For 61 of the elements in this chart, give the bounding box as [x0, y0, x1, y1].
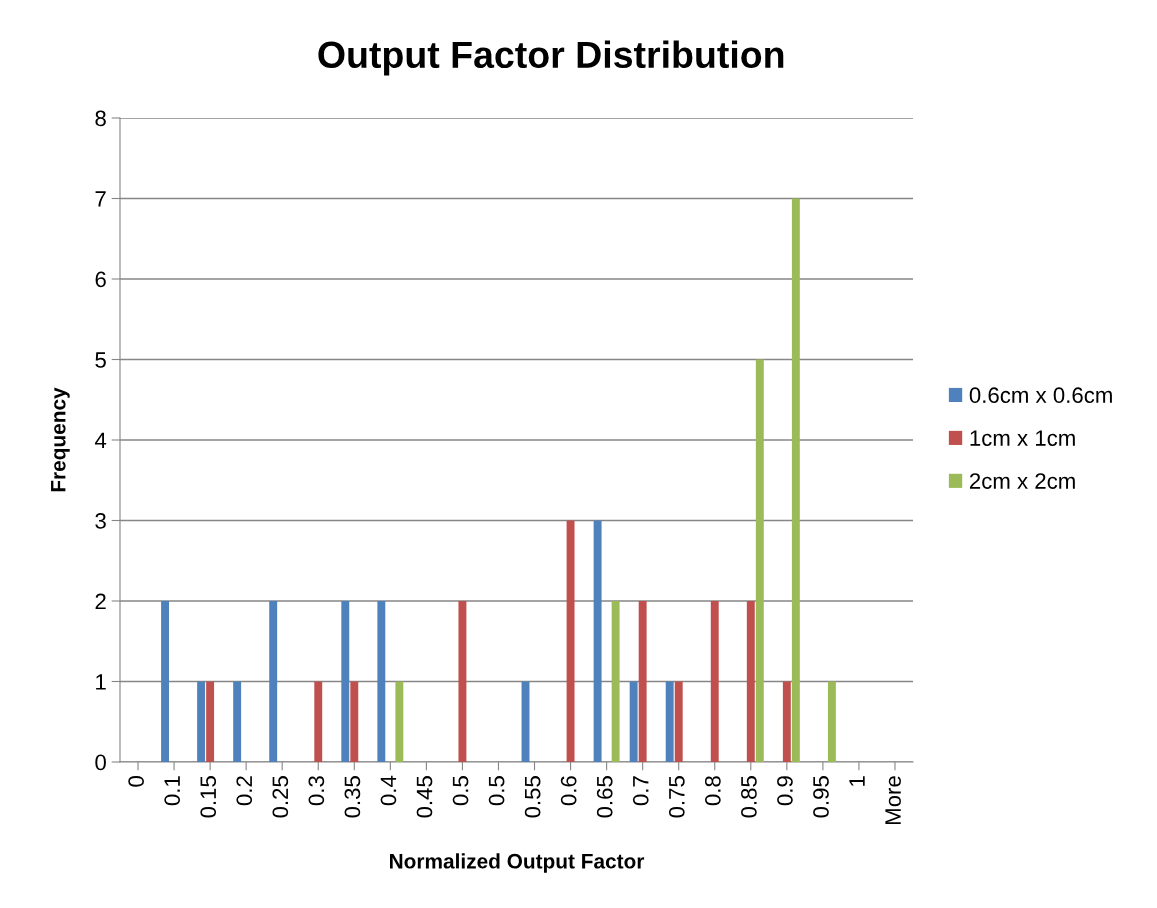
- bar: [629, 681, 638, 762]
- legend-label: 2cm x 2cm: [969, 473, 1075, 489]
- bar: [665, 681, 674, 762]
- x-tick-label: 0.25: [272, 776, 289, 818]
- y-tick-label: 8: [95, 110, 106, 127]
- y-tick-label: 4: [94, 432, 107, 449]
- x-tick-label: 0.75: [668, 776, 685, 818]
- y-tick-label: 3: [95, 513, 106, 529]
- bar: [161, 601, 170, 762]
- x-tick-label: 0.3: [308, 776, 325, 806]
- x-tick-label: 1: [849, 776, 865, 786]
- y-tick-label: 2: [95, 593, 106, 610]
- y-tick-label: 6: [95, 271, 106, 288]
- bar: [638, 601, 647, 762]
- bar: [674, 681, 683, 762]
- bar: [593, 520, 602, 762]
- bar: [611, 601, 620, 762]
- x-tick-label: 0: [128, 776, 144, 787]
- y-tick-label: 7: [95, 191, 106, 207]
- x-tick-label: 0.2: [236, 776, 253, 806]
- bar: [755, 359, 764, 762]
- bar: [206, 681, 215, 762]
- x-tick-label: 0.9: [777, 776, 793, 806]
- bar: [314, 681, 323, 762]
- y-tick-label: 0: [95, 754, 106, 771]
- bar: [233, 681, 242, 762]
- x-tick-label: 0.6: [560, 776, 577, 806]
- bar: [269, 601, 278, 762]
- x-tick-label: 0.45: [416, 776, 433, 818]
- bar: [350, 681, 359, 762]
- x-tick-label: 0.1: [164, 776, 181, 806]
- x-tick-label: 0.85: [741, 776, 757, 818]
- y-axis-title: Frequency: [51, 387, 70, 492]
- x-tick-label: 0.95: [813, 776, 829, 818]
- bar: [341, 601, 350, 762]
- bar: [566, 520, 575, 762]
- x-tick-label: 0.15: [200, 776, 217, 818]
- y-tick-label: 5: [95, 352, 106, 368]
- bar: [395, 681, 404, 762]
- x-tick-label: More: [885, 776, 901, 824]
- bar: [710, 601, 719, 762]
- x-tick-label: 0.35: [344, 776, 361, 818]
- legend-label: 0.6cm x 0.6cm: [969, 387, 1112, 404]
- bar: [377, 601, 386, 762]
- x-axis-title: Normalized Output Factor: [390, 853, 645, 873]
- x-tick-label: 0.65: [596, 776, 613, 818]
- x-tick-label: 0.4: [380, 775, 397, 806]
- bar: [782, 681, 791, 762]
- x-tick-label: 0.5: [452, 776, 469, 806]
- bar: [791, 198, 800, 762]
- x-tick-label: 0.8: [704, 776, 721, 806]
- x-tick-label: 0.5: [488, 776, 505, 806]
- bar: [746, 601, 755, 762]
- legend-label: 1cm x 1cm: [970, 430, 1075, 446]
- x-tick-label: 0.7: [632, 776, 649, 806]
- chart-title: Output Factor Distribution: [318, 40, 784, 76]
- x-tick-label: 0.55: [524, 776, 541, 818]
- bar: [197, 681, 206, 762]
- y-tick-label: 1: [96, 674, 106, 690]
- bar: [458, 601, 467, 762]
- bar: [827, 681, 836, 762]
